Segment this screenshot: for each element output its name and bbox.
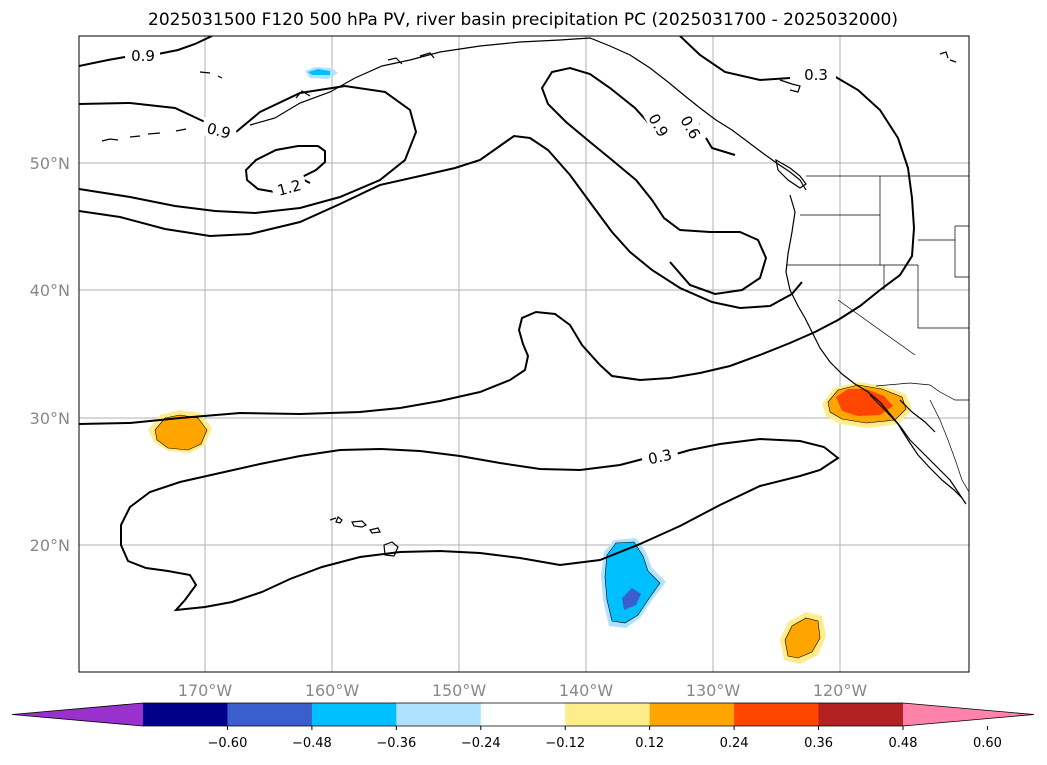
colorbar-tick-label: 0.12 [635, 736, 664, 751]
colorbar-outline [11, 702, 1035, 727]
pv-contour-1-2 [244, 145, 326, 193]
pv-contour-0-9-nw [79, 36, 213, 67]
vancouver-island [775, 158, 807, 189]
map-area: 0.9 0.9 1.2 0.9 0.6 0.3 0.3 [79, 36, 969, 672]
contour-labels: 0.9 0.9 1.2 0.9 0.6 0.3 0.3 [126, 46, 836, 470]
contour-label-nw: 0.9 [131, 47, 155, 65]
colorbar-segment [649, 703, 735, 726]
pv-contour-0-9-west [79, 84, 418, 215]
colorbar-segment [227, 703, 313, 726]
pv-contour-0-9-outer [79, 134, 803, 310]
contour-label-west: 0.9 [205, 119, 233, 143]
canada-islands [779, 51, 957, 93]
map-frame [78, 35, 970, 673]
lon-label-120w: 120°W [813, 681, 868, 700]
lat-label-30n: 30°N [30, 409, 70, 428]
lat-label-50n: 50°N [30, 154, 70, 173]
lat-label-40n: 40°N [30, 281, 70, 300]
negative-anomaly-alaska [305, 67, 338, 79]
lon-label-160w: 160°W [305, 681, 360, 700]
map-title: 2025031500 F120 500 hPa PV, river basin … [148, 10, 898, 30]
mexico-coast-east [929, 399, 969, 493]
lon-label-150w: 150°W [432, 681, 487, 700]
political-borders [786, 175, 969, 493]
latitude-labels: 50°N 40°N 30°N 20°N [30, 154, 70, 555]
colorbar-tick-label: −0.36 [376, 736, 416, 751]
pv-contours [79, 36, 916, 612]
colorbar-extend-high [903, 703, 1034, 726]
longitude-labels: 170°W 160°W 150°W 140°W 130°W 120°W [178, 681, 868, 700]
baja-peninsula [869, 394, 963, 499]
contour-label-north-0-3: 0.3 [804, 66, 828, 84]
colorbar-tick-label: −0.48 [292, 736, 332, 751]
colorbar-segment [565, 703, 651, 726]
colorbar-tick-label: 0.60 [973, 736, 1002, 751]
colorbar-segment [311, 703, 397, 726]
west-coast [785, 194, 967, 505]
colorbar-segment [480, 703, 566, 726]
alaska-coast [249, 37, 807, 191]
pv-contour-0-3-south [120, 437, 840, 612]
lat-label-20n: 20°N [30, 536, 70, 555]
colorbar-segment [143, 703, 228, 726]
colorbar-segment [818, 703, 904, 726]
colorbar-extend-low [12, 703, 143, 726]
lon-label-130w: 130°W [686, 681, 741, 700]
colorbar-tick-label: 0.36 [804, 736, 833, 751]
contour-label-1-2: 1.2 [275, 176, 303, 200]
negative-anomaly-central [601, 538, 666, 628]
aleutians [101, 71, 223, 142]
coastlines [101, 37, 967, 557]
state-borders [786, 176, 969, 356]
colorbar-tick-label: −0.60 [208, 736, 248, 751]
lon-label-140w: 140°W [559, 681, 614, 700]
colorbar: −0.60 −0.48 −0.36 −0.24 −0.12 0.12 0.24 0.36 0.4… [11, 702, 1035, 751]
precip-anomalies [148, 67, 912, 664]
graticule [79, 36, 969, 672]
positive-anomaly-south [780, 612, 826, 664]
lon-label-170w: 170°W [178, 681, 233, 700]
positive-anomaly-baja [822, 382, 912, 428]
colorbar-tick-label: 0.48 [889, 736, 918, 751]
colorbar-tick-label: −0.12 [545, 736, 585, 751]
colorbar-segment [734, 703, 820, 726]
colorbar-segment [396, 703, 482, 726]
positive-anomaly-west [148, 410, 212, 453]
us-mexico-border [875, 382, 969, 401]
colorbar-tick-label: 0.24 [720, 736, 749, 751]
contour-label-south-0-3: 0.3 [646, 446, 673, 469]
colorbar-tick-label: −0.24 [461, 736, 501, 751]
pv-contour-0-3-north [79, 36, 916, 425]
hawaii [329, 516, 399, 557]
